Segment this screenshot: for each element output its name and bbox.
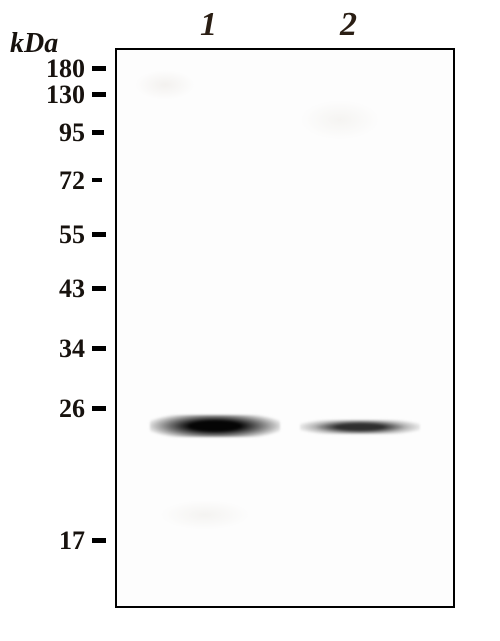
marker-label-26: 26: [0, 394, 85, 424]
smudge: [300, 100, 380, 140]
marker-label-43: 43: [0, 274, 85, 304]
marker-tick-34: [92, 346, 106, 351]
marker-tick-17: [92, 538, 106, 543]
lane-label-1: 1: [200, 6, 217, 44]
marker-label-17: 17: [0, 526, 85, 556]
marker-tick-95: [92, 130, 104, 135]
marker-tick-180: [92, 66, 106, 71]
marker-label-95: 95: [0, 118, 85, 148]
blot-figure: kDa 1218013095725543342617: [0, 0, 500, 641]
marker-label-34: 34: [0, 334, 85, 364]
marker-tick-55: [92, 232, 106, 237]
band-lane-1: [150, 415, 280, 437]
lane-label-2: 2: [340, 6, 357, 44]
marker-tick-26: [92, 406, 106, 411]
marker-tick-43: [92, 286, 106, 291]
marker-label-55: 55: [0, 220, 85, 250]
marker-label-130: 130: [0, 80, 85, 110]
marker-tick-130: [92, 92, 106, 97]
marker-tick-72: [92, 178, 102, 182]
smudge: [160, 500, 250, 530]
band-lane-2: [300, 420, 420, 434]
marker-label-72: 72: [0, 166, 85, 196]
smudge: [135, 70, 195, 100]
